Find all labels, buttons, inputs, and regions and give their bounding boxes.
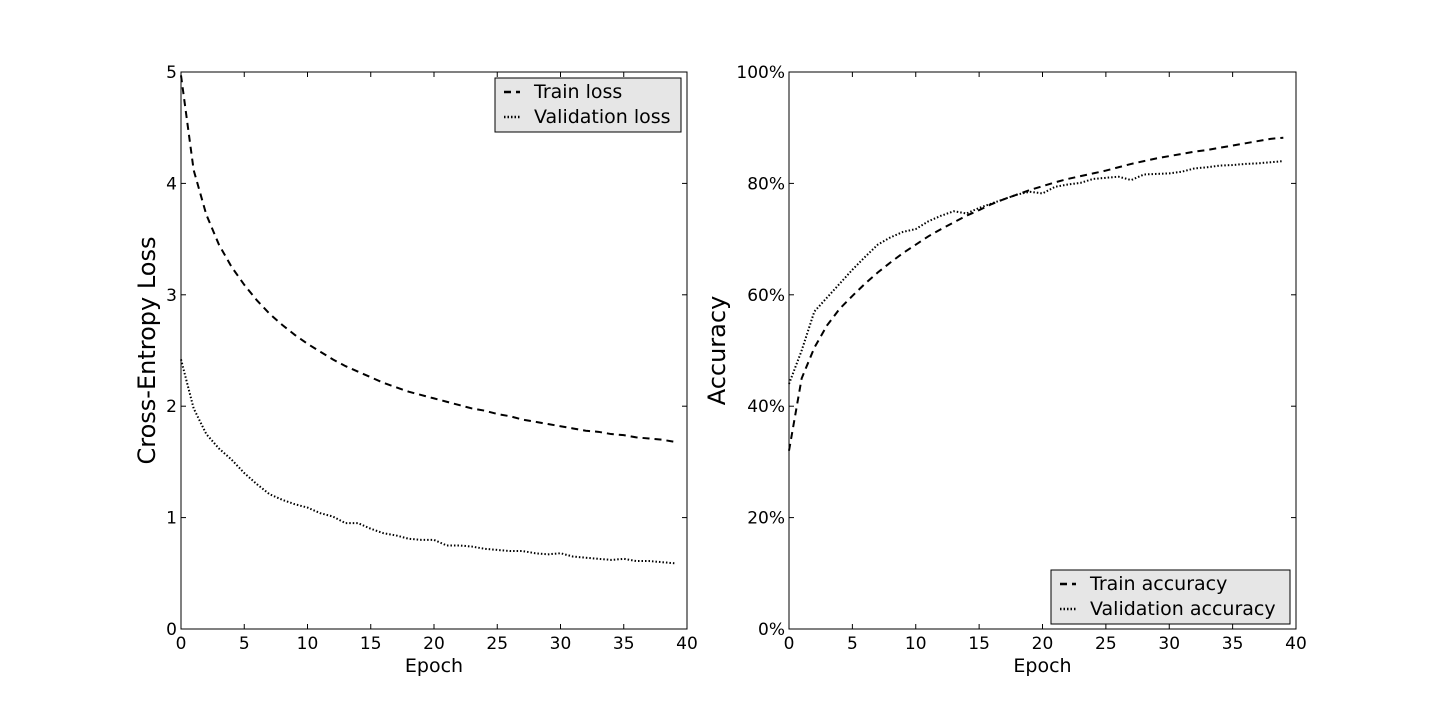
legend-label: Train accuracy <box>1089 573 1227 595</box>
y-tick-label: 40% <box>747 397 785 417</box>
plot-frame <box>788 71 1297 630</box>
x-tick-label: 25 <box>1095 634 1117 654</box>
x-tick-label: 15 <box>968 634 990 654</box>
series-line-validation-loss <box>180 359 675 565</box>
y-tick-label: 80% <box>747 174 785 194</box>
y-tick-label: 0% <box>758 620 785 640</box>
y-tick-label: 100% <box>736 63 785 83</box>
loss-panel: 0 5 10 15 20 25 30 35 40 0 1 2 3 4 5 Epoch Cross-Entropy… <box>133 63 698 677</box>
x-tick-label: 20 <box>423 634 445 654</box>
y-tick-label: 5 <box>166 63 177 83</box>
legend-box <box>1050 569 1291 625</box>
legend: Train loss Validation loss <box>494 77 682 133</box>
x-tick-label: 5 <box>239 634 250 654</box>
x-tick-label: 0 <box>784 634 795 654</box>
x-tick-label: 30 <box>550 634 572 654</box>
x-tick-label: 20 <box>1032 634 1054 654</box>
x-tick-label: 5 <box>847 634 858 654</box>
x-tick-label: 0 <box>176 634 187 654</box>
legend-label: Validation loss <box>534 106 671 128</box>
y-tick-label: 3 <box>166 286 177 306</box>
y-tick-label: 60% <box>747 286 785 306</box>
y-tick-label: 20% <box>747 509 785 529</box>
y-axis-label: Cross-Entropy Loss <box>133 237 161 465</box>
x-axis-label: Epoch <box>405 655 463 677</box>
x-tick-label: 25 <box>486 634 508 654</box>
accuracy-panel: 0 5 10 15 20 25 30 35 40 0% 20% 40% 60% 80% 100% Epoch A… <box>703 63 1307 677</box>
x-tick-label: 35 <box>613 634 635 654</box>
x-tick-label: 10 <box>905 634 927 654</box>
legend-label: Validation accuracy <box>1090 598 1276 620</box>
x-axis-label: Epoch <box>1013 655 1071 677</box>
y-tick-label: 4 <box>166 174 177 194</box>
y-axis-label: Accuracy <box>703 296 731 406</box>
y-tick-label: 0 <box>166 620 177 640</box>
series-line-validation-accuracy <box>788 160 1284 385</box>
legend: Train accuracy Validation accuracy <box>1050 569 1291 625</box>
x-tick-label: 15 <box>360 634 382 654</box>
legend-box <box>494 77 682 133</box>
legend-label: Train loss <box>533 81 622 103</box>
series-line-train-accuracy <box>788 136 1284 451</box>
x-tick-label: 10 <box>297 634 319 654</box>
x-tick-label: 40 <box>1285 634 1307 654</box>
plot-frame <box>180 71 688 630</box>
y-tick-label: 1 <box>166 509 177 529</box>
y-tick-label: 2 <box>166 397 177 417</box>
x-tick-label: 35 <box>1222 634 1244 654</box>
x-tick-label: 40 <box>676 634 698 654</box>
x-tick-label: 30 <box>1158 634 1180 654</box>
